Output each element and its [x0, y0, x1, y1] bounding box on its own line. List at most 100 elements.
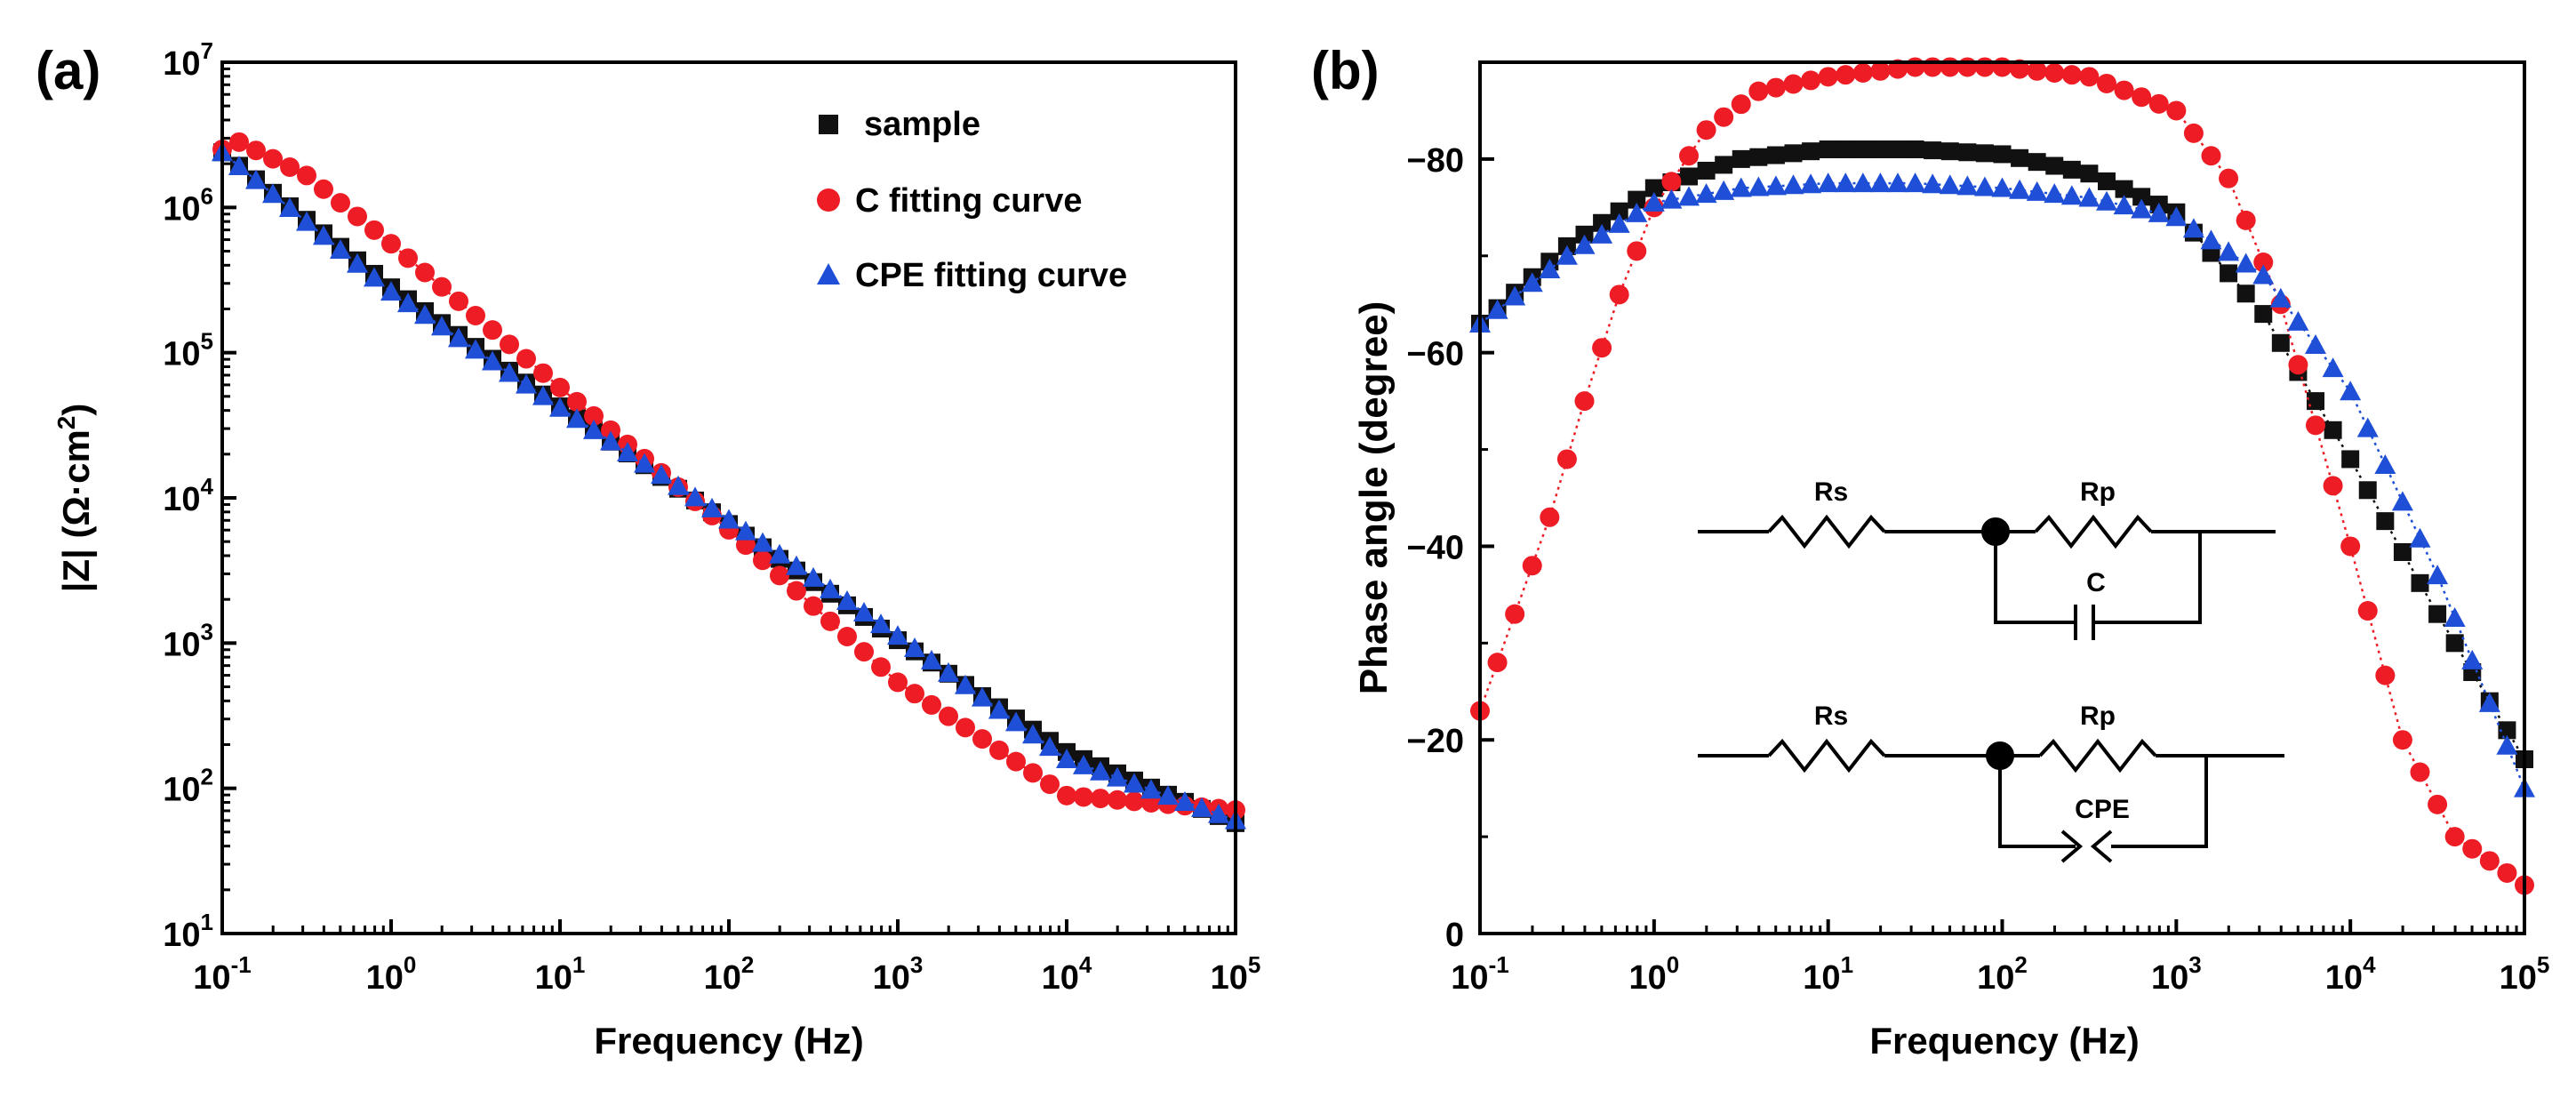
data-point [1124, 791, 1144, 812]
data-point [381, 234, 401, 254]
data-point [2374, 453, 2396, 474]
y-tick-label: 101 [163, 909, 213, 954]
y-tick-label-base: 10 [163, 481, 200, 518]
x-tick-label-base: 10 [1211, 959, 1248, 997]
data-point [1091, 789, 1110, 809]
data-point [1732, 149, 1750, 168]
data-point [1191, 797, 1212, 817]
data-point [1627, 241, 1647, 261]
x-tick-label-base: 10 [2151, 959, 2188, 997]
data-point [1749, 148, 1768, 166]
data-point [1696, 120, 1716, 140]
data-point [1626, 202, 1648, 222]
data-point [2236, 210, 2256, 230]
data-point [2409, 527, 2431, 548]
data-point [1889, 140, 1907, 158]
data-point [347, 252, 368, 273]
data-point [2028, 153, 2046, 172]
data-point [330, 239, 351, 260]
circuit-cpe-element-chevron-1 [2060, 830, 2084, 863]
y-tick-label: 0 [1445, 917, 1464, 954]
data-point [1940, 142, 1959, 161]
panel-a-series [212, 132, 1246, 832]
data-point [668, 475, 689, 495]
data-point [2305, 333, 2326, 354]
data-point [1783, 74, 1804, 94]
data-point [989, 740, 1009, 760]
y-tick-label-exponent: 6 [201, 182, 213, 209]
x-tick-label-exponent: 2 [741, 951, 754, 978]
series-connector [1479, 148, 2526, 760]
data-point [1766, 146, 1785, 164]
panel-b-label: (b) [1311, 41, 1380, 100]
x-tick-label: 104 [1042, 951, 1092, 997]
data-point [1887, 172, 1908, 193]
data-point [414, 304, 436, 325]
data-point [2324, 421, 2342, 439]
data-point [2341, 450, 2360, 469]
x-tick-label-base: 10 [2500, 959, 2537, 997]
panel-b-x-ticks: 10-1 100 101 102 103 104 105 [1451, 919, 2549, 997]
data-point [1073, 754, 1094, 774]
panel-a: (a) 10-1 100 101 102 103 104 105 1011021031041… [36, 37, 1260, 1062]
data-point [2201, 146, 2221, 166]
data-point [1556, 244, 1578, 265]
y-tick-label: 107 [163, 37, 213, 83]
circuit-cpe-rp-resistor [2038, 738, 2157, 773]
data-point [1005, 711, 1027, 732]
data-point [1991, 177, 2013, 197]
data-point [2011, 148, 2029, 167]
data-point [364, 267, 385, 287]
data-point [2253, 252, 2274, 273]
x-tick-label-base: 10 [1628, 959, 1666, 997]
data-point [567, 391, 587, 412]
data-point [2393, 542, 2412, 561]
x-tick-label-exponent: 2 [2014, 951, 2027, 978]
data-point [1924, 141, 1942, 160]
data-point [1140, 779, 1162, 799]
data-point [1208, 803, 1229, 823]
data-point [2096, 190, 2117, 211]
data-point [2411, 573, 2429, 592]
legend-label-c-fit: C fitting curve [855, 182, 1082, 220]
data-point [380, 281, 402, 301]
data-point [1730, 177, 1752, 197]
series-sample [213, 143, 1244, 832]
data-point [2498, 721, 2516, 740]
data-point [2200, 229, 2222, 250]
data-point [820, 611, 840, 631]
data-point [2427, 565, 2449, 585]
data-point [836, 589, 858, 610]
data-point [1022, 724, 1044, 744]
data-point [718, 509, 740, 529]
x-tick-label: 10-1 [193, 951, 251, 997]
data-point [449, 291, 468, 311]
panel-b-y-axis-label: Phase angle (degree) [1352, 301, 1396, 695]
data-point [1108, 789, 1127, 810]
data-point [1539, 259, 1561, 279]
circuit-cpe-rs-label: Rs [1814, 701, 1848, 731]
x-tick-label-base: 10 [704, 959, 741, 997]
data-point [431, 316, 452, 336]
data-point [921, 649, 942, 669]
circuit-cpe-parallel-return [2111, 756, 2208, 848]
data-point [313, 225, 334, 245]
data-point [2287, 310, 2309, 331]
data-point [2044, 62, 2065, 83]
y-tick-label-base: 10 [163, 772, 200, 809]
data-point [398, 248, 418, 268]
data-point [888, 672, 908, 693]
data-point [1714, 107, 1734, 127]
series-cpe-fitting-curve [1469, 172, 2535, 797]
circuit-c-parallel-branch [1994, 532, 2076, 624]
x-tick-label-exponent: 5 [1248, 951, 1260, 978]
data-point [1609, 285, 1629, 305]
x-tick-label: 103 [873, 951, 924, 997]
data-point [415, 262, 435, 283]
data-point [2269, 287, 2292, 308]
data-point [2132, 87, 2152, 108]
data-point [1593, 213, 1612, 232]
data-point [2392, 730, 2412, 750]
